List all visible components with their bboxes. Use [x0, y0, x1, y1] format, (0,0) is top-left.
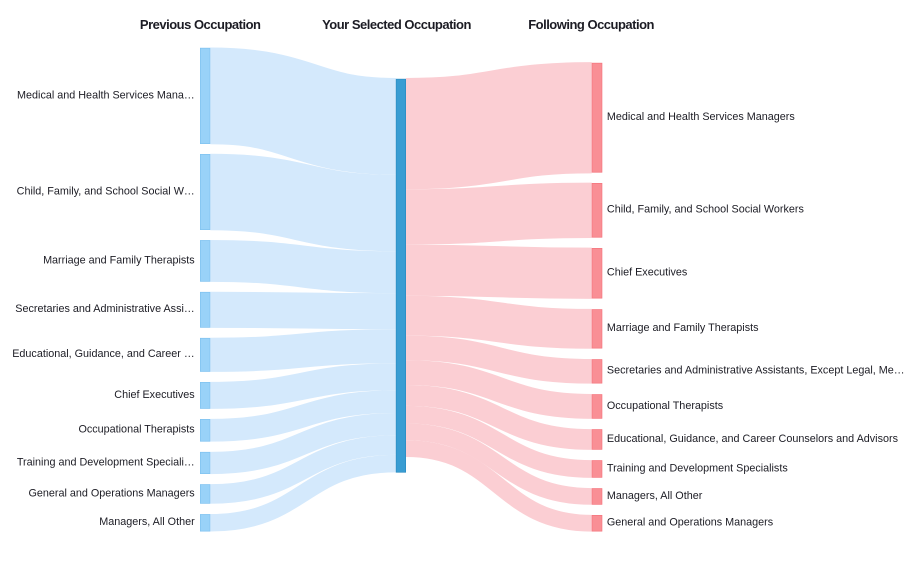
svg-text:Managers, All Other: Managers, All Other — [607, 490, 703, 502]
svg-text:Child, Family, and School Soci: Child, Family, and School Social W… — [17, 185, 195, 197]
svg-text:Chief Executives: Chief Executives — [114, 389, 195, 401]
svg-text:Previous Occupation: Previous Occupation — [140, 17, 261, 32]
svg-text:Educational, Guidance, and Car: Educational, Guidance, and Career … — [12, 348, 194, 360]
svg-text:Educational, Guidance, and Car: Educational, Guidance, and Career Counse… — [607, 433, 899, 445]
svg-text:Training and Development Speci: Training and Development Speciali… — [17, 456, 195, 468]
svg-text:Occupational Therapists: Occupational Therapists — [78, 424, 195, 436]
svg-text:Secretaries and Administrative: Secretaries and Administrative Assi… — [15, 303, 194, 315]
svg-text:General and Operations Manager: General and Operations Managers — [607, 517, 774, 529]
svg-text:Following Occupation: Following Occupation — [528, 17, 654, 32]
svg-text:Secretaries and Administrative: Secretaries and Administrative Assistant… — [607, 365, 905, 377]
svg-text:General and Operations Manager: General and Operations Managers — [28, 487, 195, 499]
svg-text:Managers, All Other: Managers, All Other — [99, 516, 195, 528]
svg-text:Child, Family, and School Soci: Child, Family, and School Social Workers — [607, 204, 805, 216]
svg-text:Occupational Therapists: Occupational Therapists — [607, 400, 724, 412]
svg-text:Your Selected Occupation: Your Selected Occupation — [322, 17, 471, 32]
svg-text:Training and Development Speci: Training and Development Specialists — [607, 462, 788, 474]
svg-text:Medical and Health Services Ma: Medical and Health Services Managers — [607, 111, 795, 123]
svg-text:Marriage and Family Therapists: Marriage and Family Therapists — [43, 254, 195, 266]
svg-text:Chief Executives: Chief Executives — [607, 267, 688, 279]
svg-text:Marriage and Family Therapists: Marriage and Family Therapists — [607, 322, 759, 334]
svg-text:Medical and Health Services Ma: Medical and Health Services Mana… — [17, 89, 195, 101]
